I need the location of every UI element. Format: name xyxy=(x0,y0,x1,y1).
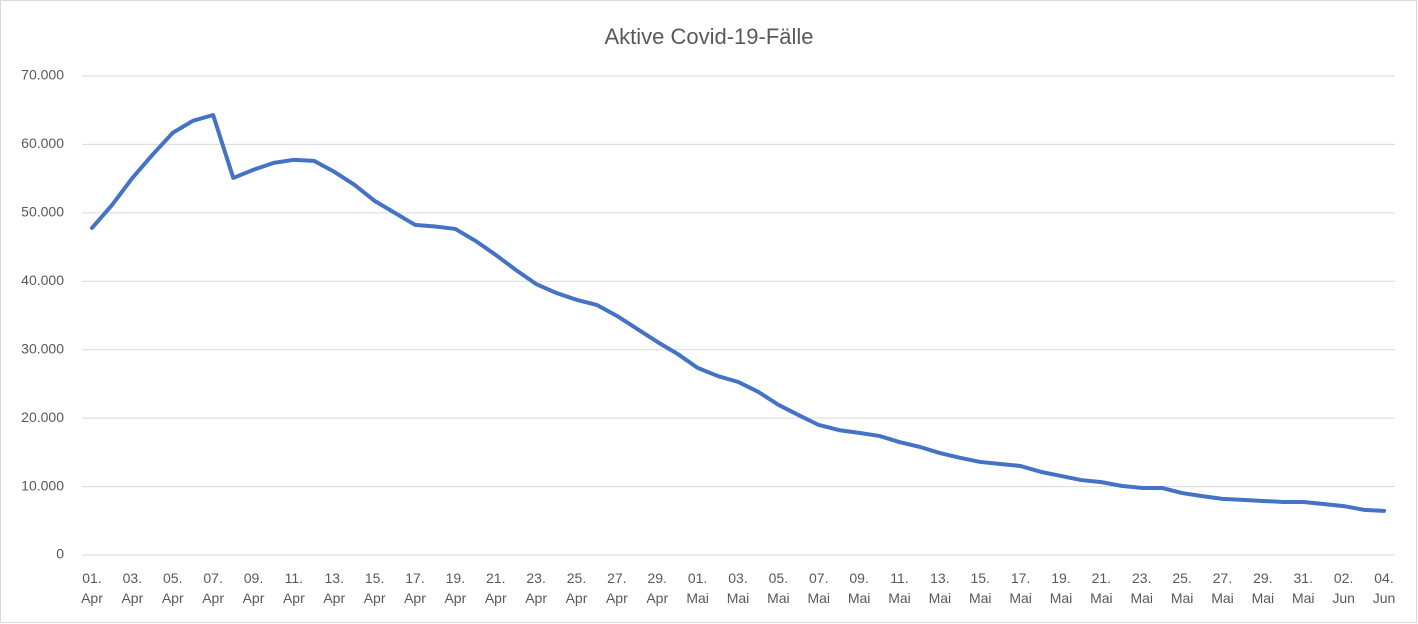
x-tick-label: 15. Mai xyxy=(968,570,992,606)
x-tick-label: 29. Mai xyxy=(1251,570,1275,606)
x-tick-label: 17. Apr xyxy=(404,570,426,606)
x-tick-label: 19. Mai xyxy=(1049,570,1073,606)
x-tick-label: 25. Apr xyxy=(565,570,588,606)
x-tick-label: 01. Apr xyxy=(81,570,103,606)
x-tick-label: 04. Jun xyxy=(1372,570,1396,606)
y-tick-label: 0 xyxy=(56,546,64,562)
y-tick-label: 30.000 xyxy=(21,340,64,356)
x-tick-label: 13. Mai xyxy=(928,570,952,606)
x-tick-label: 31. Mai xyxy=(1291,570,1315,606)
x-tick-label: 13. Apr xyxy=(323,570,346,606)
x-tick-label: 07. Mai xyxy=(807,570,831,606)
x-tick-label: 19. Apr xyxy=(444,570,467,606)
x-tick-label: 09. Apr xyxy=(242,570,265,606)
x-tick-label: 27. Mai xyxy=(1211,570,1234,606)
y-tick-label: 20.000 xyxy=(21,409,64,425)
y-tick-label: 50.000 xyxy=(21,204,64,220)
x-tick-label: 02. Jun xyxy=(1332,570,1355,606)
chart-title: Aktive Covid-19-Fälle xyxy=(604,24,813,49)
y-tick-label: 10.000 xyxy=(21,477,64,493)
x-tick-label: 23. Apr xyxy=(525,570,548,606)
x-tick-label: 23. Mai xyxy=(1130,570,1154,606)
x-tick-label: 01. Mai xyxy=(686,570,709,606)
x-tick-label: 27. Apr xyxy=(605,570,628,606)
x-tick-label: 11. Mai xyxy=(888,570,911,606)
x-tick-label: 07. Apr xyxy=(202,570,225,606)
x-tick-label: 11. Apr xyxy=(282,570,305,606)
x-tick-label: 05. Mai xyxy=(767,570,790,606)
x-tick-label: 05. Apr xyxy=(161,570,184,606)
y-tick-label: 40.000 xyxy=(21,272,64,288)
y-tick-label: 60.000 xyxy=(21,135,64,151)
x-tick-label: 29. Apr xyxy=(646,570,669,606)
x-tick-label: 03. Mai xyxy=(726,570,750,606)
x-tick-label: 09. Mai xyxy=(847,570,871,606)
y-tick-label: 70.000 xyxy=(21,67,64,83)
data-line xyxy=(90,113,1386,513)
x-tick-label: 03. Apr xyxy=(121,570,144,606)
x-tick-label: 15. Apr xyxy=(363,570,386,606)
x-tick-label: 21. Apr xyxy=(484,570,507,606)
x-tick-label: 21. Mai xyxy=(1090,570,1113,606)
x-tick-label: 17. Mai xyxy=(1009,570,1032,606)
x-tick-label: 25. Mai xyxy=(1170,570,1194,606)
